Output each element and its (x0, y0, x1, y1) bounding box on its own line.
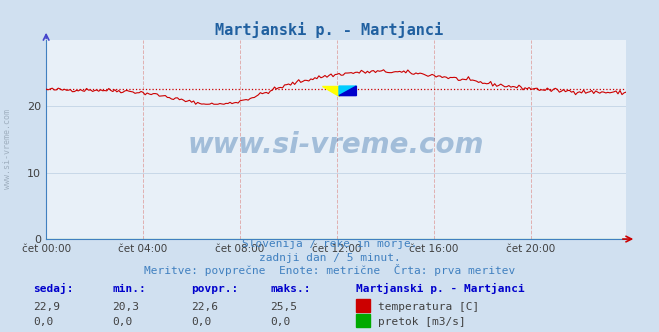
Text: 22,6: 22,6 (191, 302, 218, 312)
Text: sedaj:: sedaj: (33, 283, 73, 294)
Text: 0,0: 0,0 (33, 317, 53, 327)
Text: Martjanski p. - Martjanci: Martjanski p. - Martjanci (215, 22, 444, 39)
Polygon shape (339, 86, 357, 96)
Polygon shape (339, 86, 357, 96)
Text: maks.:: maks.: (270, 284, 310, 294)
Text: 22,9: 22,9 (33, 302, 60, 312)
Text: min.:: min.: (112, 284, 146, 294)
Text: Slovenija / reke in morje.: Slovenija / reke in morje. (242, 239, 417, 249)
Polygon shape (322, 86, 339, 96)
Text: zadnji dan / 5 minut.: zadnji dan / 5 minut. (258, 253, 401, 263)
Text: Martjanski p. - Martjanci: Martjanski p. - Martjanci (356, 283, 525, 294)
Text: 0,0: 0,0 (270, 317, 291, 327)
Text: 25,5: 25,5 (270, 302, 297, 312)
Text: pretok [m3/s]: pretok [m3/s] (378, 317, 465, 327)
Text: povpr.:: povpr.: (191, 284, 239, 294)
Text: temperatura [C]: temperatura [C] (378, 302, 479, 312)
Text: Meritve: povprečne  Enote: metrične  Črta: prva meritev: Meritve: povprečne Enote: metrične Črta:… (144, 264, 515, 276)
Text: www.si-vreme.com: www.si-vreme.com (3, 110, 13, 189)
Text: 20,3: 20,3 (112, 302, 139, 312)
Text: 0,0: 0,0 (112, 317, 132, 327)
Text: www.si-vreme.com: www.si-vreme.com (188, 131, 484, 159)
Text: 0,0: 0,0 (191, 317, 212, 327)
